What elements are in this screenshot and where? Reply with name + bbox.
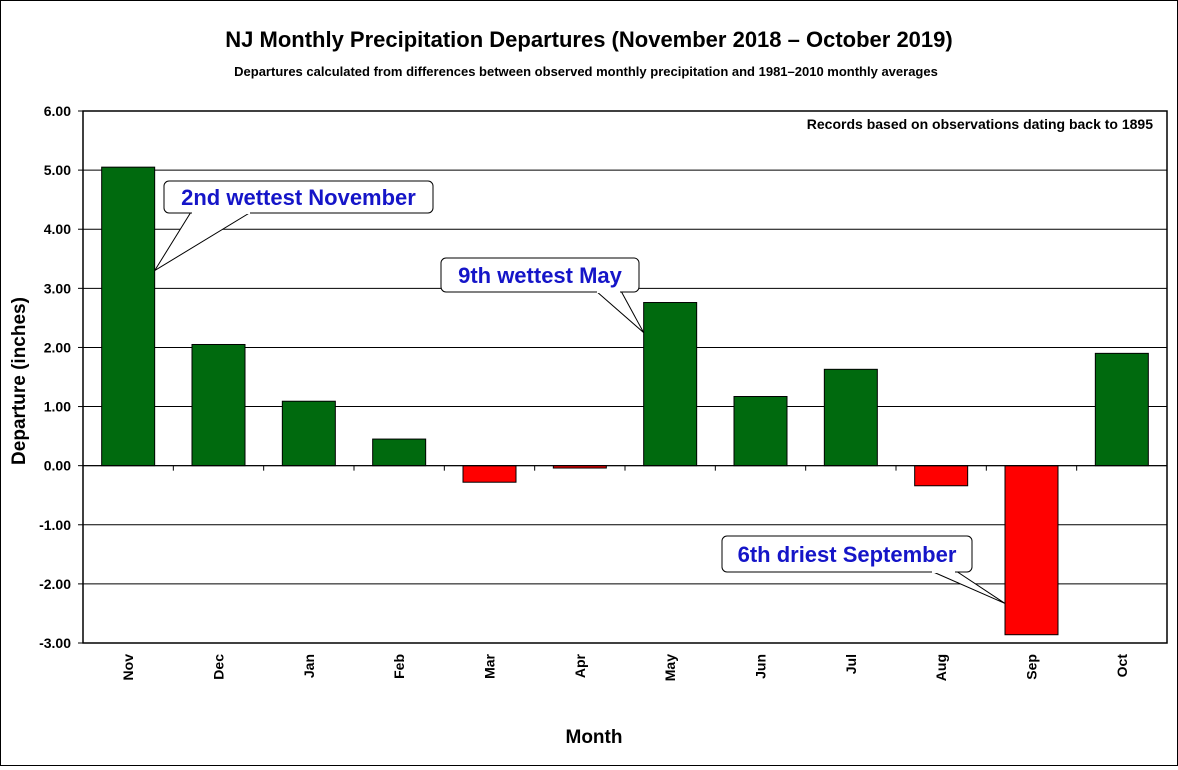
callout-pointer bbox=[594, 290, 645, 334]
x-tick-label: Aug bbox=[933, 654, 949, 681]
y-tick-label: 4.00 bbox=[44, 221, 71, 237]
y-tick-label: 6.00 bbox=[44, 103, 71, 119]
y-tick-label: 1.00 bbox=[44, 399, 71, 415]
bars bbox=[101, 166, 1149, 636]
x-tick-label: Nov bbox=[120, 654, 136, 681]
bar-aug bbox=[914, 465, 969, 487]
tick-labels: 6.00 5.00 4.00 3.00 2.00 1.00 0.00 -1.00 -2.00 -3… bbox=[39, 103, 1130, 681]
x-tick-label: Mar bbox=[482, 653, 498, 678]
bar-jul bbox=[823, 368, 878, 467]
chart-subtitle: Departures calculated from differences b… bbox=[234, 64, 938, 79]
annotations: 2nd wettest November 9th wettest May 6th d… bbox=[154, 180, 1006, 604]
y-tick-label: -3.00 bbox=[39, 635, 71, 651]
callout-pointer bbox=[930, 570, 1006, 604]
bar-jan bbox=[281, 400, 336, 467]
callout-text: 6th driest September bbox=[738, 542, 957, 567]
x-tick-label: Feb bbox=[391, 654, 407, 679]
y-axis-label: Departure (inches) bbox=[9, 297, 30, 465]
chart-title: NJ Monthly Precipitation Departures (Nov… bbox=[225, 27, 952, 52]
x-tick-label: Sep bbox=[1024, 654, 1040, 680]
bar-may bbox=[643, 302, 698, 467]
y-tick-label: 0.00 bbox=[44, 458, 71, 474]
y-tick-label: 5.00 bbox=[44, 162, 71, 178]
bar-jun bbox=[733, 396, 788, 467]
x-tick-label: Jan bbox=[301, 654, 317, 678]
annotation-sep: 6th driest September bbox=[721, 535, 1006, 604]
x-tick-label: Oct bbox=[1114, 654, 1130, 678]
x-axis-label: Month bbox=[566, 727, 623, 748]
bar-oct bbox=[1094, 352, 1149, 467]
y-tick-label: 3.00 bbox=[44, 280, 71, 296]
callout-box bbox=[440, 257, 640, 293]
bar-feb bbox=[372, 438, 427, 467]
x-tick-label: Jul bbox=[843, 654, 859, 674]
annotation-nov: 2nd wettest November bbox=[154, 180, 434, 272]
x-tick-label: Apr bbox=[572, 653, 588, 678]
y-tick-label: 2.00 bbox=[44, 339, 71, 355]
axes bbox=[78, 110, 1168, 644]
y-tick-label: -1.00 bbox=[39, 517, 71, 533]
records-note: Records based on observations dating bac… bbox=[807, 116, 1153, 132]
bar-nov bbox=[101, 166, 156, 467]
callout-box bbox=[163, 180, 434, 214]
bar-dec bbox=[191, 343, 246, 467]
x-tick-label: May bbox=[662, 654, 678, 681]
annotation-may: 9th wettest May bbox=[440, 257, 645, 334]
callout-text: 2nd wettest November bbox=[181, 185, 416, 210]
callout-box bbox=[721, 535, 973, 573]
callout-text: 9th wettest May bbox=[458, 263, 623, 288]
plot-frame bbox=[82, 110, 1168, 644]
bar-sep bbox=[1004, 465, 1059, 636]
x-tick-label: Dec bbox=[211, 654, 227, 680]
x-tick-label: Jun bbox=[753, 654, 769, 679]
y-tick-label: -2.00 bbox=[39, 576, 71, 592]
gridlines bbox=[83, 169, 1167, 585]
callout-pointer bbox=[154, 211, 253, 272]
bar-mar bbox=[462, 465, 517, 483]
